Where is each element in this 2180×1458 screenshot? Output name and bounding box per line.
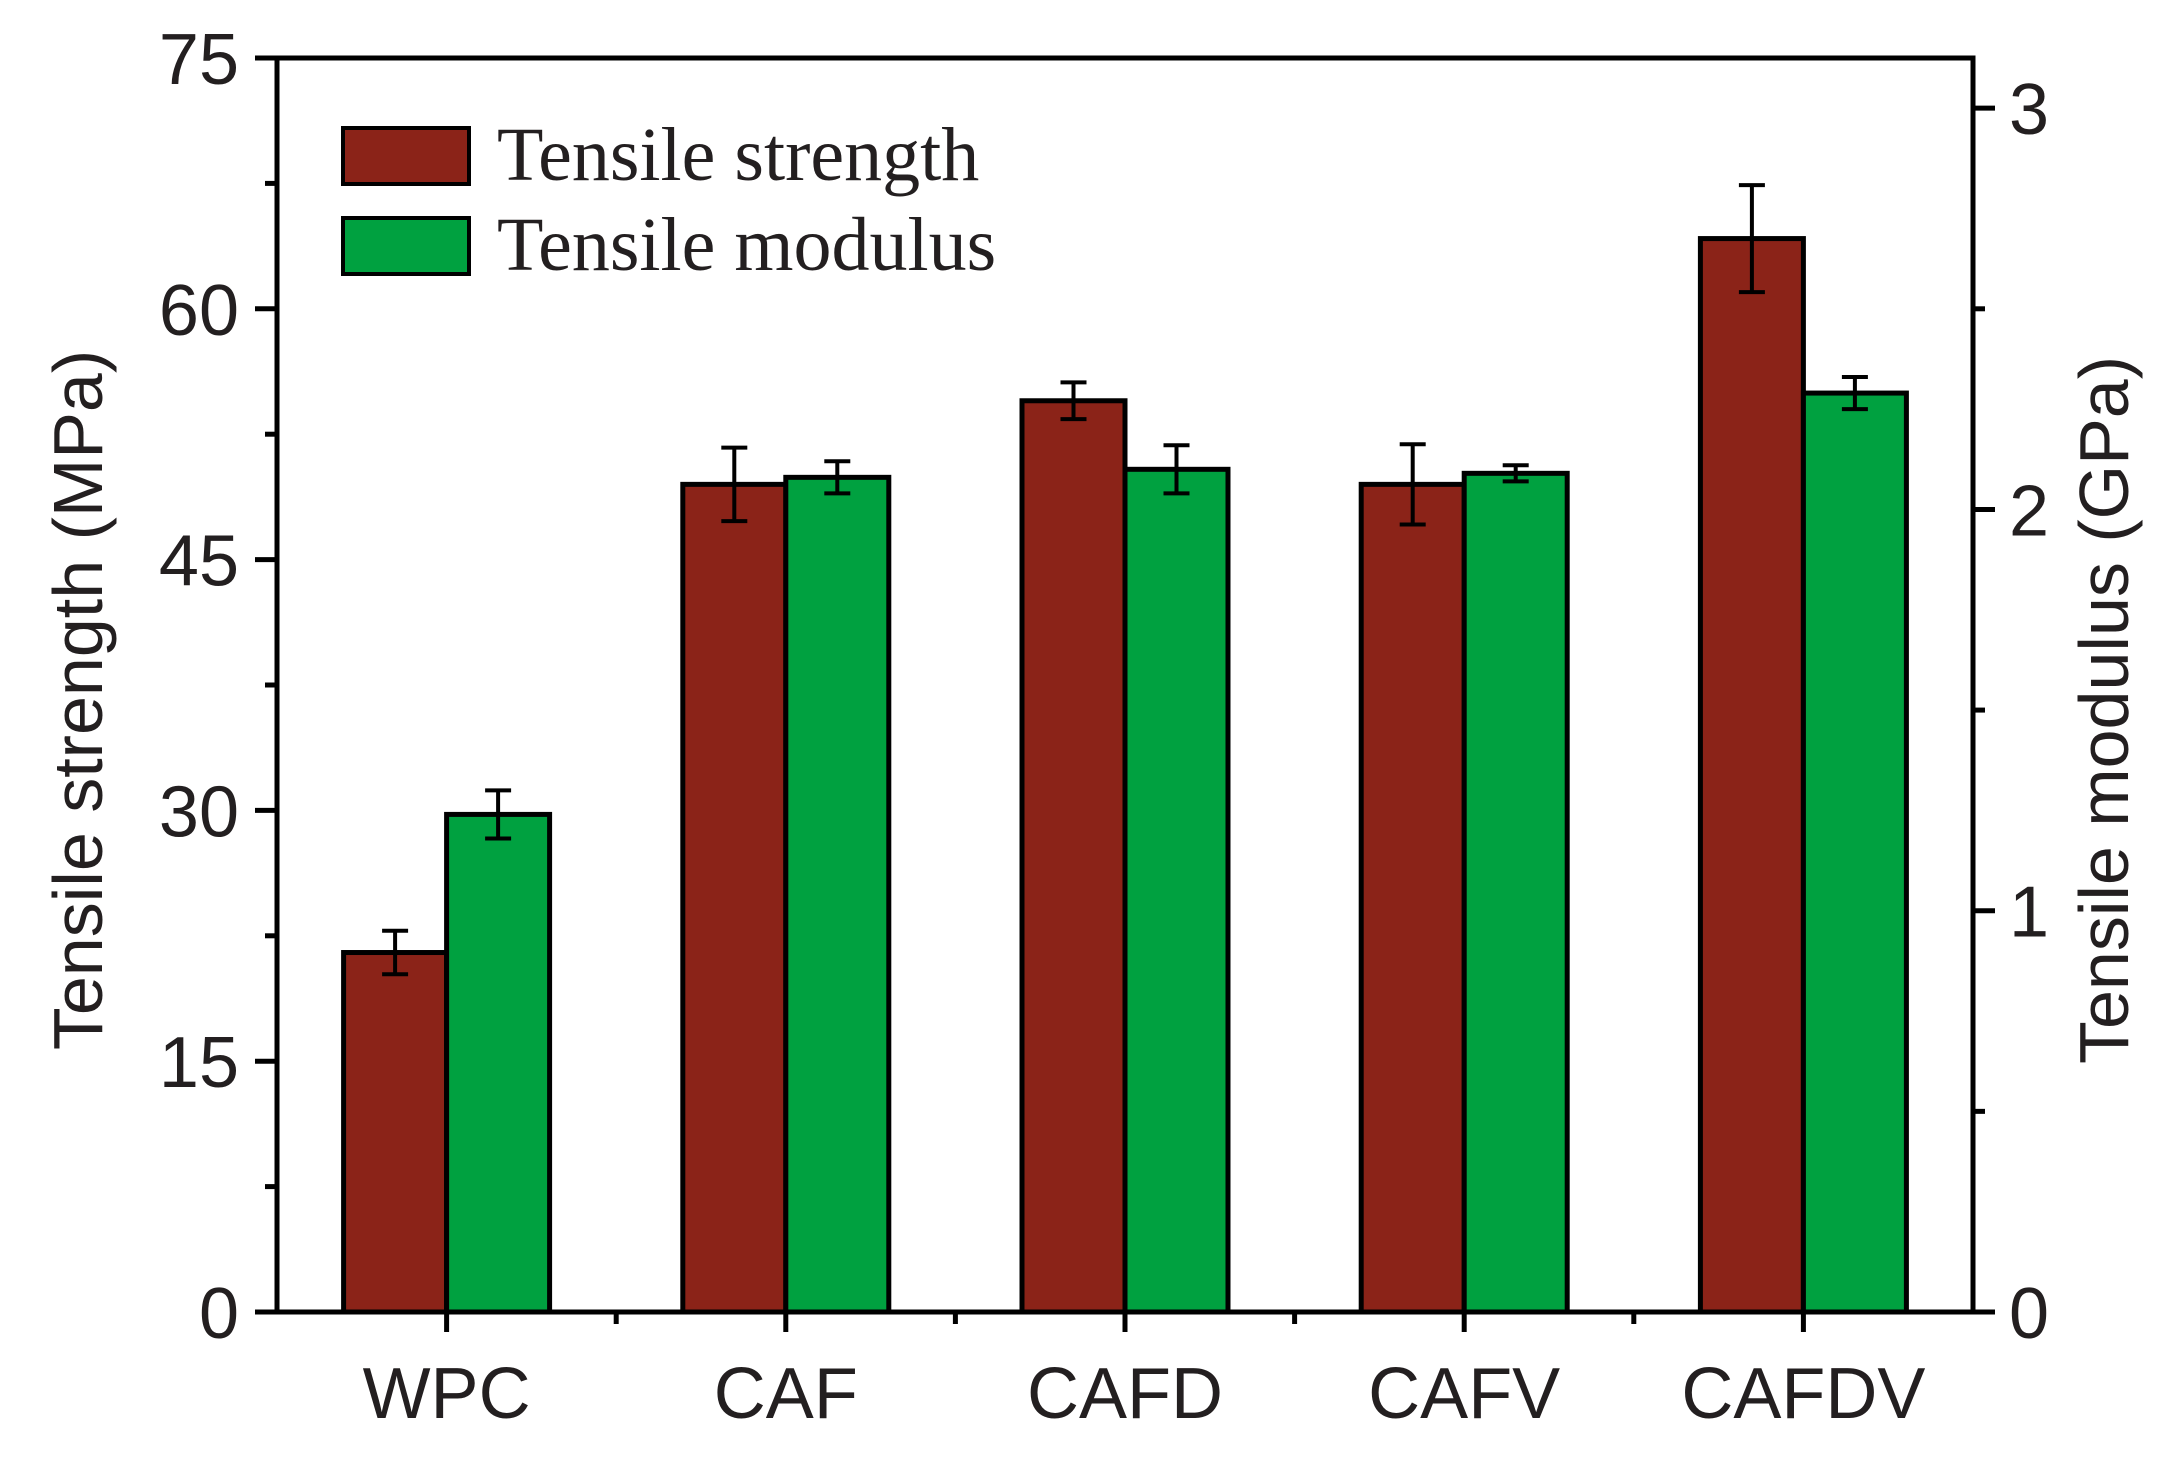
y-left-tick-label: 0 xyxy=(199,1274,239,1354)
error-bar-tensile-modulus-cafdv xyxy=(1841,375,1868,412)
bar-tensile-strength-wpc xyxy=(341,950,450,1315)
bar-tensile-strength-caf xyxy=(680,481,789,1315)
y-axis-left-title: Tensile strength (MPa) xyxy=(39,350,117,1050)
y-left-tick-label: 15 xyxy=(159,1023,239,1103)
bar-tensile-modulus-caf xyxy=(783,474,892,1315)
error-bar-tensile-modulus-caf xyxy=(824,459,851,496)
bars-group xyxy=(341,236,1909,1315)
y-left-tick-label: 75 xyxy=(159,20,239,100)
bar-tensile-modulus-cafv xyxy=(1461,470,1570,1315)
error-bar-tensile-strength-cafdv xyxy=(1738,183,1765,295)
y-right-tick-label: 1 xyxy=(2009,873,2049,953)
y-axis-right-title: Tensile modulus (GPa) xyxy=(2065,356,2143,1064)
error-bars-group xyxy=(382,183,1868,977)
error-bar-tensile-strength-wpc xyxy=(382,928,409,977)
y-left-tick-label: 45 xyxy=(159,522,239,602)
bar-tensile-modulus-cafdv xyxy=(1800,390,1909,1315)
x-tick-label-caf: CAF xyxy=(714,1354,858,1434)
error-bar-tensile-modulus-cafv xyxy=(1502,463,1529,484)
legend-swatch-tensile-strength xyxy=(341,126,471,186)
y-left-tick-label: 60 xyxy=(159,271,239,351)
legend-label-tensile-modulus: Tensile modulus xyxy=(497,203,996,287)
bar-tensile-strength-cafd xyxy=(1019,398,1128,1315)
x-tick-label-wpc: WPC xyxy=(363,1354,531,1434)
bar-tensile-modulus-wpc xyxy=(444,811,553,1315)
x-tick-label-cafv: CAFV xyxy=(1368,1354,1560,1434)
error-bar-tensile-strength-cafd xyxy=(1060,380,1087,422)
y-left-tick-label: 30 xyxy=(159,772,239,852)
y-right-tick-label: 3 xyxy=(2009,70,2049,150)
error-bar-tensile-modulus-wpc xyxy=(485,788,512,841)
bar-tensile-strength-cafdv xyxy=(1697,236,1806,1315)
y-right-tick-label: 2 xyxy=(2009,471,2049,551)
x-axis-ticks xyxy=(444,1312,1806,1332)
x-tick-label-cafd: CAFD xyxy=(1027,1354,1223,1434)
tick-labels-group: WPC CAF CAFD CAFV CAFDV 0 15 30 45 60 75 0 1 2 3 xyxy=(159,20,2049,1434)
y-right-tick-label: 0 xyxy=(2009,1274,2049,1354)
error-bar-tensile-strength-cafv xyxy=(1399,442,1426,527)
bar-tensile-strength-cafv xyxy=(1358,481,1467,1315)
bar-tensile-modulus-cafd xyxy=(1122,466,1231,1315)
legend-swatch-tensile-modulus xyxy=(341,216,471,276)
legend: Tensile strength Tensile modulus xyxy=(341,113,996,287)
right-axis-ticks xyxy=(1973,105,1995,1315)
x-tick-label-cafdv: CAFDV xyxy=(1681,1354,1925,1434)
error-bar-tensile-strength-caf xyxy=(721,445,748,524)
left-axis-ticks xyxy=(255,55,277,1315)
legend-label-tensile-strength: Tensile strength xyxy=(497,113,979,197)
error-bar-tensile-modulus-cafd xyxy=(1163,443,1190,496)
